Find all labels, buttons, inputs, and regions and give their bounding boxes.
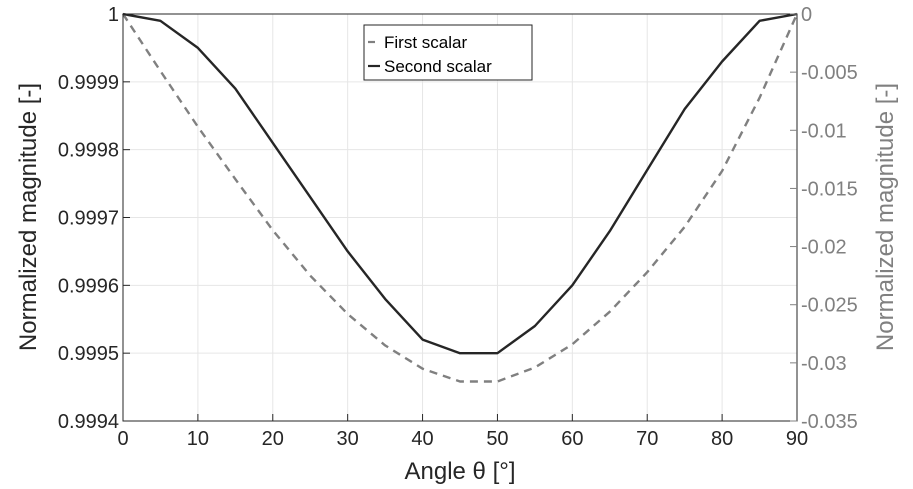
y-right-tick-label: -0.02 (801, 237, 847, 259)
axis-ticks (122, 13, 798, 422)
x-axis-label: Angle θ [°] (405, 458, 516, 485)
series-layer (121, 12, 799, 383)
x-tick-label: 0 (117, 428, 128, 450)
y-axis-label-right: Normalized magnitude [-] (872, 83, 899, 351)
series-line-second-scalar (122, 12, 798, 355)
x-tick-label: 10 (187, 428, 209, 450)
y-right-tick-labels: -0.035 -0.03 -0.025 -0.02 -0.015 -0.01 -0.005 0 (801, 4, 858, 433)
x-tick-label: 70 (636, 428, 658, 450)
legend-label-first-scalar: First scalar (384, 33, 467, 52)
x-tick-label: 20 (262, 428, 284, 450)
y-left-tick-label: 0.9998 (58, 140, 119, 162)
y-right-tick-label: -0.035 (801, 411, 858, 433)
legend-box (363, 24, 533, 81)
legend-label-second-scalar: Second scalar (384, 57, 492, 76)
y-right-tick-label: -0.005 (801, 62, 858, 84)
y-left-tick-label: 0.9994 (58, 411, 119, 433)
x-tick-label: 30 (337, 428, 359, 450)
y-right-tick-label: -0.01 (801, 120, 847, 142)
y-axis-label-left: Normalized magnitude [-] (15, 83, 42, 351)
x-tick-label: 90 (786, 428, 808, 450)
y-left-tick-labels: 0.9994 0.9995 0.9996 0.9997 0.9998 0.9999 1 (58, 4, 119, 433)
y-right-tick-label: -0.03 (801, 353, 847, 375)
y-left-tick-label: 0.9995 (58, 343, 119, 365)
x-tick-label: 80 (711, 428, 733, 450)
series-line-first-scalar (121, 13, 799, 383)
y-left-tick-label: 0.9996 (58, 275, 119, 297)
y-right-tick-label: -0.015 (801, 178, 858, 200)
legend: First scalar Second scalar (363, 24, 533, 81)
y-right-tick-label: -0.025 (801, 295, 858, 317)
x-tick-label: 60 (561, 428, 583, 450)
y-left-tick-label: 1 (108, 4, 119, 26)
x-tick-label: 40 (411, 428, 433, 450)
x-tick-labels: 0 10 20 30 40 50 60 70 80 90 (117, 428, 808, 450)
y-left-tick-label: 0.9997 (58, 208, 119, 230)
y-right-tick-label: 0 (801, 4, 812, 26)
y-left-tick-label: 0.9999 (58, 72, 119, 94)
x-tick-label: 50 (486, 428, 508, 450)
